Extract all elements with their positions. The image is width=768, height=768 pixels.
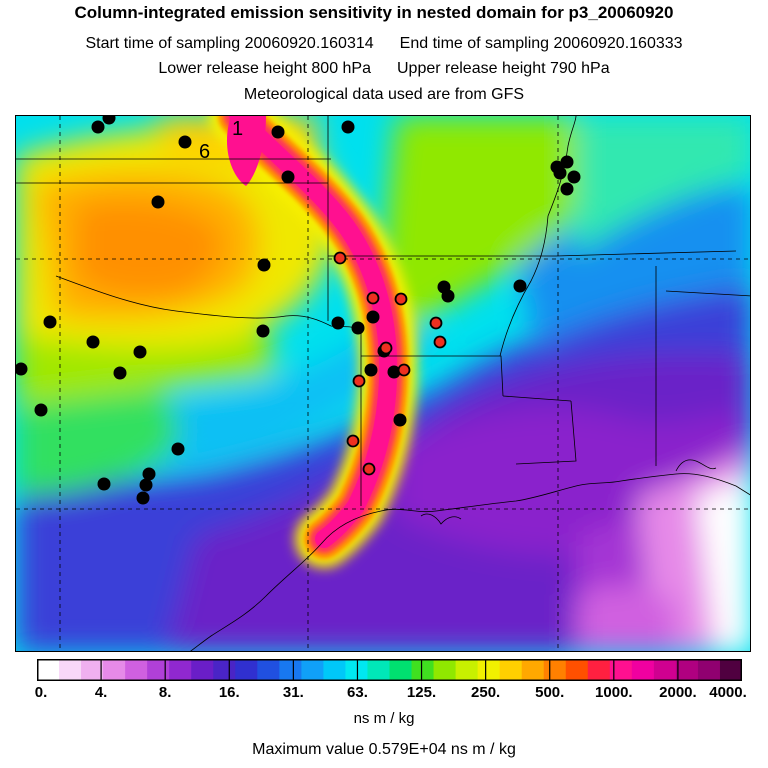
colorbar-tick-label: 63. [347,684,368,701]
colorbar-tick-label: 1000. [595,684,633,701]
colorbar-swatch [697,659,721,681]
colorbar-swatch [433,659,457,681]
colorbar-tick-label: 250. [471,684,501,701]
colorbar-tick-label: 8. [158,684,172,701]
colorbar-frame [37,659,742,681]
colorbar-swatch [631,659,655,681]
colorbar-swatch [345,659,368,681]
colorbar-swatch [543,659,567,681]
map-canvas: 1 6 [16,116,750,651]
colorbar-swatch [719,659,742,681]
colorbar-tick-label: 125. [406,684,437,701]
colorbar-swatch [169,659,192,681]
colorbar-tick-label: 4. [94,684,108,701]
colorbar-swatch [103,659,126,681]
colorbar-swatch [213,659,236,681]
colorbar-swatch [125,659,148,681]
colorbar-units: ns m / kg [353,710,415,727]
release-heights: Lower release height 800 hPa Upper releas… [0,60,768,78]
colorbar-swatch [37,659,60,681]
lower-release-label: Lower release height 800 hPa [158,60,371,77]
start-time-label: Start time of sampling 20060920.160314 [85,35,374,52]
max-value-label: Maximum value 0.579E+04 ns m / kg [252,741,516,758]
colorbar-swatch [477,659,501,681]
colorbar-tick-label: 4000. [709,684,747,701]
colorbar-swatch [675,659,699,681]
colorbar-swatch [609,659,633,681]
colorbar-swatch [81,659,104,681]
boundaries [16,116,750,651]
colorbar-tick-label: 31. [282,684,304,701]
plot-title: Column-integrated emission sensitivity i… [74,3,674,22]
colorbar-tick-label: 16. [218,684,240,701]
colorbar-swatch [147,659,170,681]
receptor-points-highlight [333,251,447,476]
end-time-label: End time of sampling 20060920.160333 [399,35,683,52]
colorbar-swatch [389,659,413,681]
colorbar-swatch [521,659,545,681]
colorbar-tick-label: 2000. [659,684,697,701]
upper-release-label: Upper release height 790 hPa [397,60,610,77]
met-data-label: Meteorological data used are from GFS [243,86,525,103]
colorbar [37,659,742,681]
colorbar-swatch [587,659,611,681]
colorbar-swatch [499,659,523,681]
colorbar-swatch [565,659,589,681]
day-label-6: 6 [199,141,210,163]
sampling-times: Start time of sampling 20060920.160314 En… [0,35,768,53]
colorbar-tick-label: 0. [34,684,48,701]
colorbar-tick-label: 500. [535,684,565,701]
colorbar-swatch [301,659,324,681]
colorbar-swatch [191,659,214,681]
colorbar-swatch [323,659,346,681]
colorbar-tick-labels: 0. 4. 8. 16. 31. 63. 125. 250. 500. 1000. 2000. 400… [0,684,768,704]
colorbar-swatch [455,659,479,681]
colorbar-swatch [59,659,82,681]
colorbar-swatch [257,659,280,681]
colorbar-swatch [653,659,677,681]
colorbar-swatch [279,659,302,681]
graticule [16,116,750,651]
sensitivity-map: 1 6 [15,115,751,652]
receptor-points [16,116,581,505]
colorbar-swatch [235,659,258,681]
colorbar-swatch [411,659,435,681]
colorbar-swatch [367,659,390,681]
day-label-1: 1 [232,118,243,140]
